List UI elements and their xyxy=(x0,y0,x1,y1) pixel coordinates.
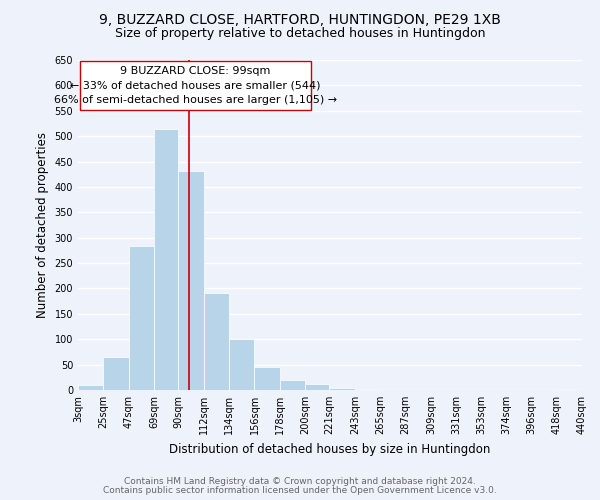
Text: Size of property relative to detached houses in Huntingdon: Size of property relative to detached ho… xyxy=(115,28,485,40)
Bar xyxy=(78,385,103,390)
Text: ← 33% of detached houses are smaller (544): ← 33% of detached houses are smaller (54… xyxy=(70,80,321,90)
Y-axis label: Number of detached properties: Number of detached properties xyxy=(36,132,49,318)
Text: 9 BUZZARD CLOSE: 99sqm: 9 BUZZARD CLOSE: 99sqm xyxy=(121,66,271,76)
Bar xyxy=(254,366,280,390)
Bar xyxy=(204,292,229,390)
Bar xyxy=(178,170,204,390)
Text: 9, BUZZARD CLOSE, HARTFORD, HUNTINGDON, PE29 1XB: 9, BUZZARD CLOSE, HARTFORD, HUNTINGDON, … xyxy=(99,12,501,26)
Bar xyxy=(103,357,129,390)
Bar xyxy=(557,389,582,390)
Text: 66% of semi-detached houses are larger (1,105) →: 66% of semi-detached houses are larger (… xyxy=(54,94,337,104)
Bar xyxy=(305,384,329,390)
Text: Contains public sector information licensed under the Open Government Licence v3: Contains public sector information licen… xyxy=(103,486,497,495)
Text: Contains HM Land Registry data © Crown copyright and database right 2024.: Contains HM Land Registry data © Crown c… xyxy=(124,477,476,486)
Bar xyxy=(229,338,254,390)
Bar xyxy=(280,380,305,390)
Bar xyxy=(129,246,154,390)
Bar xyxy=(80,61,311,110)
Bar xyxy=(329,388,355,390)
Bar xyxy=(154,128,178,390)
X-axis label: Distribution of detached houses by size in Huntingdon: Distribution of detached houses by size … xyxy=(169,442,491,456)
